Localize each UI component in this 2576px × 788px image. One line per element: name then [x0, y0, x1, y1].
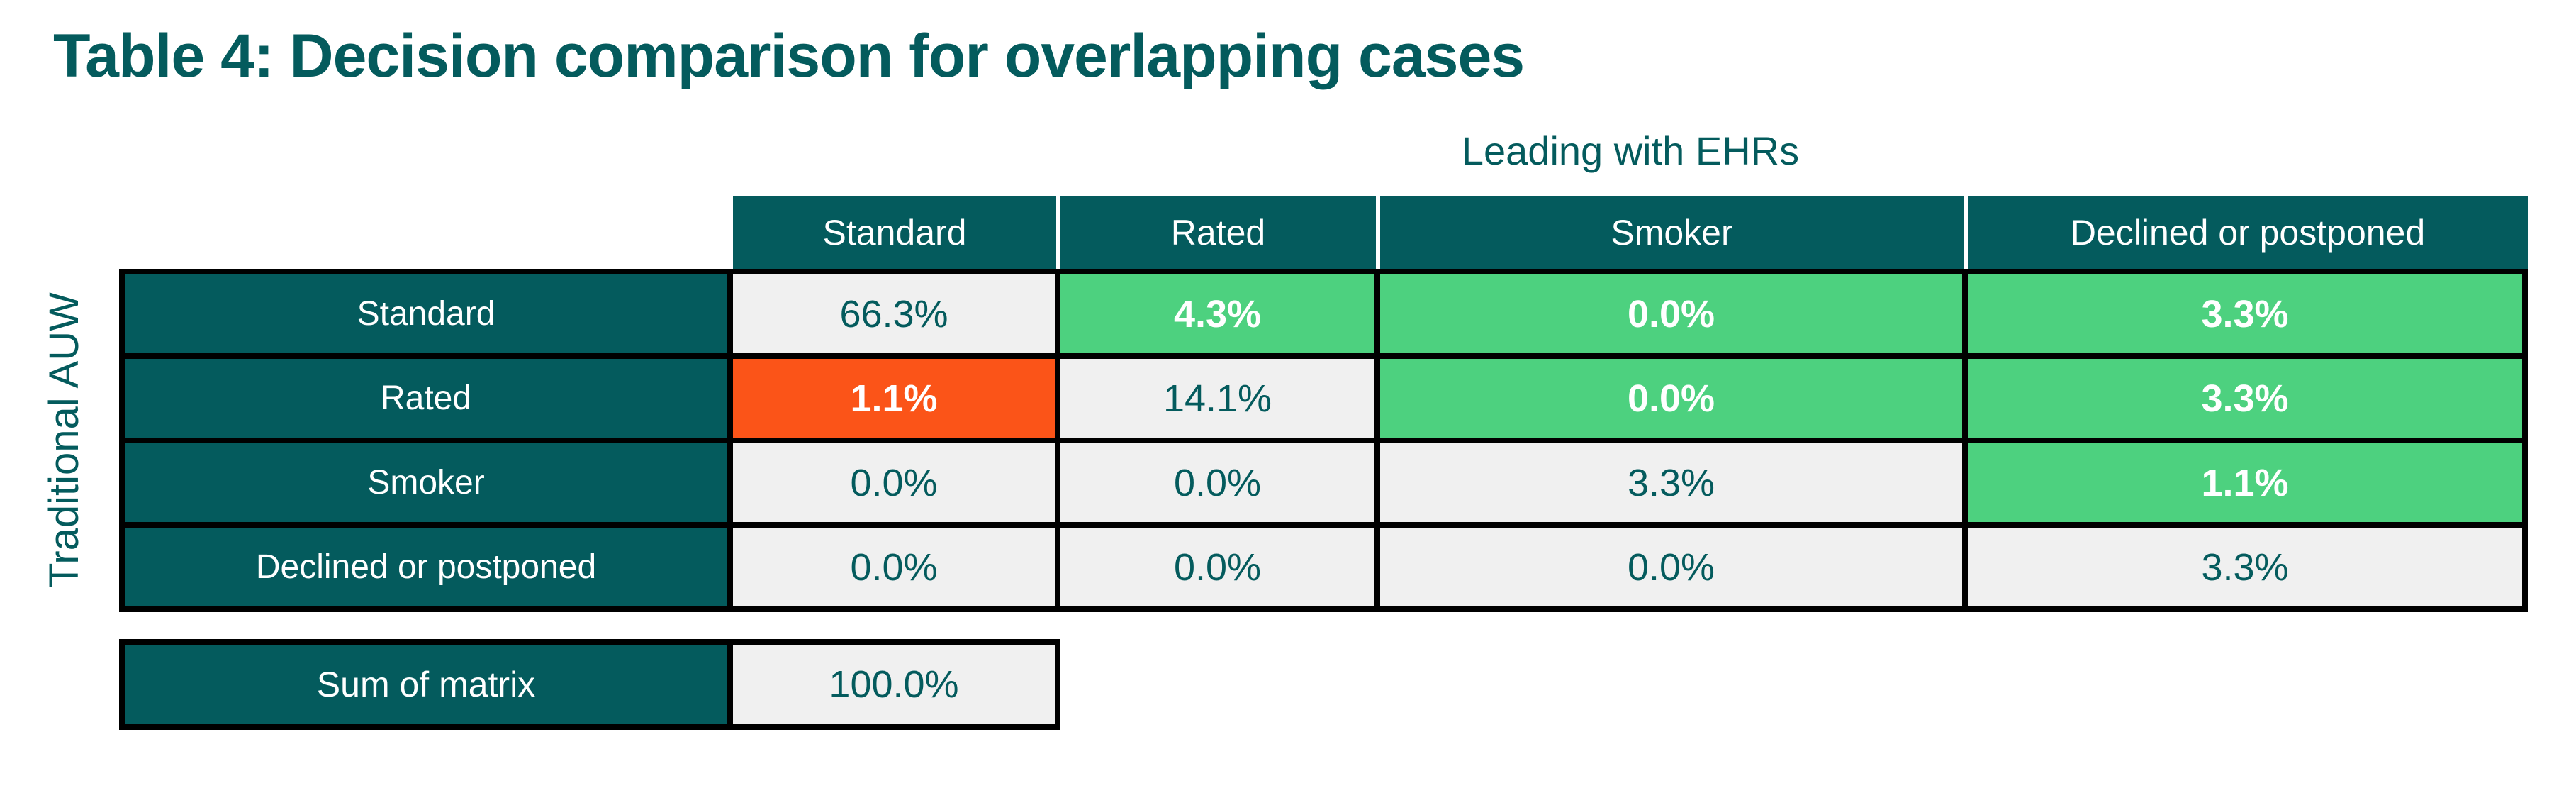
column-header-declined: Declined or postponed — [1968, 196, 2528, 269]
cell-rated-rated: 14.1% — [1060, 359, 1374, 438]
cell-rated-smoker: 0.0% — [1380, 359, 1962, 438]
cell-declined-rated: 0.0% — [1060, 528, 1374, 606]
cell-smoker-smoker: 3.3% — [1380, 443, 1962, 522]
cell-standard-standard: 66.3% — [733, 274, 1055, 353]
cell-smoker-standard: 0.0% — [733, 443, 1055, 522]
cell-declined-standard: 0.0% — [733, 528, 1055, 606]
cell-declined-smoker: 0.0% — [1380, 528, 1962, 606]
summary-row: Sum of matrix 100.0% — [119, 639, 1060, 730]
cell-rated-standard: 1.1% — [733, 359, 1055, 438]
cell-standard-rated: 4.3% — [1060, 274, 1374, 353]
column-group-label: Leading with EHRs — [1461, 128, 1800, 173]
cell-standard-smoker: 0.0% — [1380, 274, 1962, 353]
row-label-smoker: Smoker — [125, 443, 727, 522]
header-spacer — [119, 196, 733, 269]
matrix-grid: Standard 66.3% 4.3% 0.0% 3.3% Rated 1.1%… — [119, 269, 2528, 612]
row-label-rated: Rated — [125, 359, 727, 438]
row-group-label: Traditional AUW — [41, 292, 87, 589]
column-header-rated: Rated — [1060, 196, 1380, 269]
column-header-row: Standard Rated Smoker Declined or postpo… — [119, 196, 2528, 269]
cell-rated-declined: 3.3% — [1968, 359, 2522, 438]
cell-standard-declined: 3.3% — [1968, 274, 2522, 353]
cell-declined-declined: 3.3% — [1968, 528, 2522, 606]
summary-value: 100.0% — [733, 645, 1055, 724]
cell-smoker-rated: 0.0% — [1060, 443, 1374, 522]
summary-label: Sum of matrix — [125, 645, 727, 724]
column-header-standard: Standard — [733, 196, 1060, 269]
column-header-smoker: Smoker — [1380, 196, 1968, 269]
row-label-standard: Standard — [125, 274, 727, 353]
cell-smoker-declined: 1.1% — [1968, 443, 2522, 522]
page-title: Table 4: Decision comparison for overlap… — [53, 22, 1525, 90]
row-label-declined: Declined or postponed — [125, 528, 727, 606]
